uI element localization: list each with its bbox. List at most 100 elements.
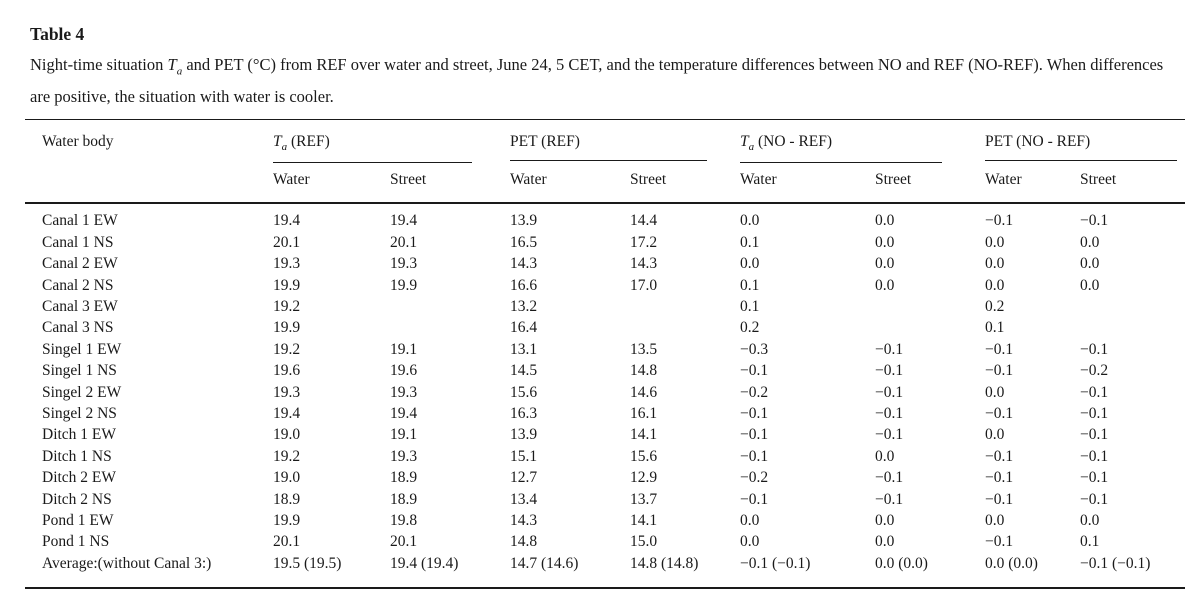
table-cell: −0.1 — [740, 490, 769, 508]
table-cell: −0.1 (−0.1) — [740, 554, 811, 572]
table-cell: 0.0 — [875, 447, 895, 465]
table-cell: 0.1 — [740, 233, 760, 251]
table-cell: 17.2 — [630, 233, 658, 251]
table-cell: 13.5 — [630, 340, 658, 358]
row-label: Singel 1 NS — [42, 362, 117, 380]
group-header-pet-ref: PET (REF) — [510, 120, 740, 164]
table-cell: 0.0 — [985, 276, 1005, 294]
group-header-ta-ref: Ta (REF) — [273, 120, 510, 164]
table-cell: 15.1 — [510, 447, 538, 465]
table-cell: 0.0 (0.0) — [875, 554, 928, 572]
table-cell: 15.6 — [630, 447, 658, 465]
table-cell: 0.0 — [740, 533, 760, 551]
table-cell: 0.0 (0.0) — [985, 554, 1038, 572]
row-label: Singel 1 EW — [42, 340, 122, 358]
table-cell: −0.1 — [875, 340, 904, 358]
table-row: Pond 1 NS 20.1 20.1 14.8 15.0 0.0 0.0 −0.1 0.1 — [25, 531, 1185, 552]
subcolumn-header-water: Water — [273, 163, 390, 205]
row-label: Canal 2 NS — [42, 276, 114, 294]
table-cell: −0.1 — [985, 447, 1014, 465]
table-cell: 19.4 — [390, 212, 418, 230]
table-cell: 16.3 — [510, 405, 538, 423]
table-cell: 14.3 — [630, 255, 658, 273]
table-cell: 19.3 — [273, 383, 301, 401]
table-cell: 0.0 — [740, 512, 760, 530]
table-row: Ditch 2 NS 18.9 18.9 13.4 13.7 −0.1 −0.1 −0.1 −0… — [25, 489, 1185, 510]
table-row: Canal 3 EW 19.2 13.2 0.1 0.2 — [25, 296, 1185, 317]
table-cell: 13.1 — [510, 340, 538, 358]
table-cell: 20.1 — [390, 233, 418, 251]
table-cell: −0.1 — [875, 490, 904, 508]
table-cell: −0.1 — [985, 533, 1014, 551]
table-cell: 15.6 — [510, 383, 538, 401]
table-cell: 0.0 — [985, 383, 1005, 401]
table-cell: 16.1 — [630, 405, 658, 423]
table-cell: 0.0 — [875, 255, 895, 273]
table-cell: −0.3 — [740, 340, 769, 358]
table-cell: −0.1 — [985, 469, 1014, 487]
table-cell: 14.4 — [630, 212, 658, 230]
table-row: Pond 1 EW 19.9 19.8 14.3 14.1 0.0 0.0 0.0 0.0 — [25, 510, 1185, 531]
table-cell: 14.8 — [510, 533, 538, 551]
subcolumn-header-water: Water — [740, 163, 875, 205]
table-cell: 0.0 — [985, 512, 1005, 530]
table-cell: 0.0 — [875, 512, 895, 530]
row-label: Pond 1 EW — [42, 512, 114, 530]
table-cell: 0.0 — [985, 426, 1005, 444]
subcolumn-header-water: Water — [510, 163, 630, 205]
table-cell: 0.2 — [985, 298, 1005, 316]
table-cell: 19.8 — [390, 512, 418, 530]
table-cell: 0.0 — [875, 276, 895, 294]
row-label: Singel 2 EW — [42, 383, 122, 401]
table-cell: 0.0 — [1080, 276, 1100, 294]
table-cell: 19.9 — [273, 276, 301, 294]
table-cell: 0.0 — [1080, 233, 1100, 251]
table-cell: 16.5 — [510, 233, 538, 251]
table-cell: −0.1 — [985, 405, 1014, 423]
table-cell: 19.1 — [390, 340, 418, 358]
group-header-ta-no-ref: Ta (NO - REF) — [740, 120, 985, 164]
table-cell — [630, 317, 740, 338]
table-cell: −0.1 — [1080, 405, 1109, 423]
table-cell: −0.1 — [1080, 426, 1109, 444]
group-label: PET (REF) — [510, 133, 580, 151]
table-cell: 15.0 — [630, 533, 658, 551]
table-cell: 14.5 — [510, 362, 538, 380]
table-cell: 14.8 (14.8) — [630, 554, 699, 572]
table-cell: −0.1 — [740, 447, 769, 465]
table-title: Table 4 — [30, 24, 85, 44]
table-cell: 0.1 — [1080, 533, 1100, 551]
table-cell: −0.1 — [740, 405, 769, 423]
table-row: Ditch 1 EW 19.0 19.1 13.9 14.1 −0.1 −0.1 0.0 −0.… — [25, 424, 1185, 445]
table-cell: −0.1 — [1080, 212, 1109, 230]
table-cell: −0.1 — [1080, 447, 1109, 465]
table-cell: 12.9 — [630, 469, 658, 487]
table-cell: 14.1 — [630, 512, 658, 530]
table-cell: 0.0 — [1080, 512, 1100, 530]
table-cell: 0.0 — [875, 533, 895, 551]
data-table: Water body Ta (REF) PET (REF) Ta (NO - R… — [25, 119, 1186, 590]
table-cell: 19.4 — [390, 405, 418, 423]
table-cell: −0.2 — [740, 469, 769, 487]
table-cell: 19.3 — [390, 447, 418, 465]
table-cell: 12.7 — [510, 469, 538, 487]
table-cell: 13.4 — [510, 490, 538, 508]
table-cell: −0.1 — [875, 383, 904, 401]
table-cell: 19.4 (19.4) — [390, 554, 459, 572]
group-label-rest: (REF) — [287, 133, 330, 151]
group-header-row: Water body Ta (REF) PET (REF) Ta (NO - R… — [25, 119, 1185, 205]
table-cell: −0.1 — [1080, 383, 1109, 401]
table-cell — [1080, 317, 1185, 338]
row-label: Ditch 1 NS — [42, 447, 112, 465]
table-row: Singel 2 EW 19.3 19.3 15.6 14.6 −0.2 −0.1 0.0 −0… — [25, 382, 1185, 403]
table-cell — [630, 296, 740, 317]
table-cell: −0.1 — [740, 426, 769, 444]
table-caption: Night-time situation Ta and PET (°C) fro… — [30, 52, 1185, 109]
table-row: Singel 1 NS 19.6 19.6 14.5 14.8 −0.1 −0.1 −0.1 −… — [25, 360, 1185, 381]
table-row: Singel 1 EW 19.2 19.1 13.1 13.5 −0.3 −0.1 −0.1 −… — [25, 339, 1185, 360]
table-cell: 0.0 — [875, 233, 895, 251]
table-cell: 0.2 — [740, 319, 760, 337]
subcolumn-header-street: Street — [630, 163, 740, 205]
subcolumn-header-street: Street — [390, 163, 510, 205]
table-cell: 16.4 — [510, 319, 538, 337]
